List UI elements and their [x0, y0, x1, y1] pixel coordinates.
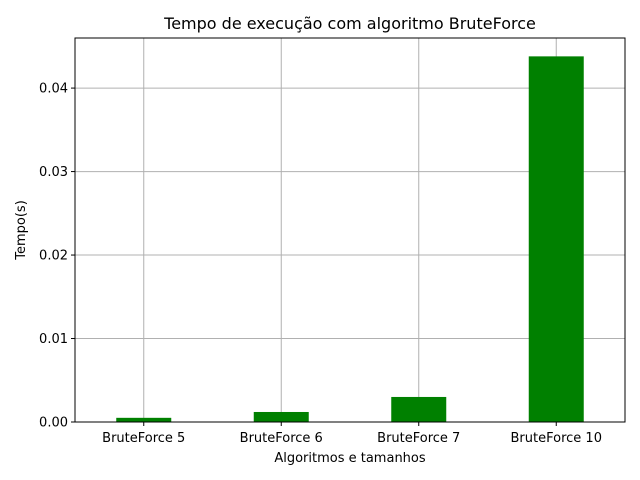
- y-tick-label: 0.03: [39, 165, 68, 180]
- x-tick-label: BruteForce 10: [511, 431, 602, 446]
- y-axis-label: Tempo(s): [14, 200, 29, 261]
- y-tick-label: 0.04: [39, 82, 68, 97]
- axes: [74, 37, 626, 423]
- x-tick-label: BruteForce 6: [240, 431, 323, 446]
- x-axis-label: Algoritmos e tamanhos: [274, 451, 426, 466]
- y-tick-label: 0.00: [39, 416, 68, 431]
- bars: [116, 56, 584, 422]
- y-tick-label: 0.02: [39, 249, 68, 264]
- x-tick-label: BruteForce 7: [377, 431, 460, 446]
- x-ticks: BruteForce 5 BruteForce 6 BruteForce 7 Brut…: [102, 422, 602, 446]
- bar: [391, 396, 447, 422]
- y-tick-label: 0.01: [39, 332, 68, 347]
- plot-frame: [74, 37, 626, 423]
- bar: [116, 417, 172, 422]
- chart-title: Tempo de execução com algoritmo BruteFor…: [163, 14, 536, 33]
- x-tick-label: BruteForce 5: [102, 431, 185, 446]
- y-ticks: 0.00 0.01 0.02 0.03 0.04: [39, 82, 75, 431]
- bar: [253, 411, 309, 422]
- bar: [528, 56, 584, 422]
